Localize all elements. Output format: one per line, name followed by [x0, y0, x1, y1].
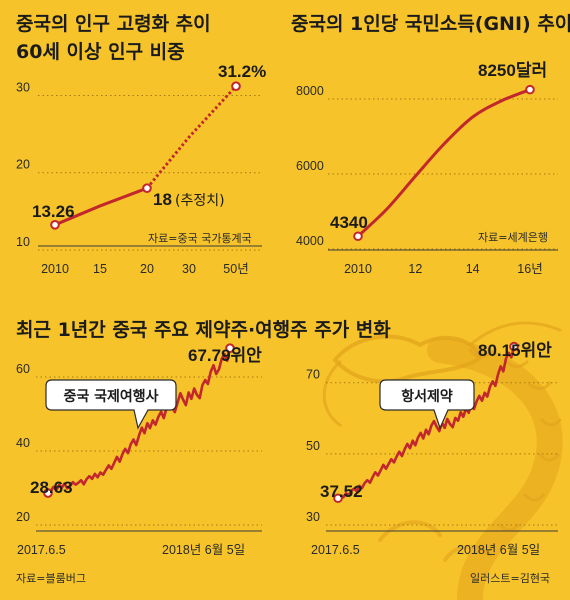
illustration-credit: 일러스트=김현국	[470, 571, 550, 585]
gni-y-tick-label: 6000	[296, 159, 324, 173]
travel-price-line	[47, 347, 232, 495]
aging-source: 자료=중국 국가통계국	[148, 232, 252, 245]
gni-start-label: 4340	[330, 213, 368, 232]
aging-start-label: 13.26	[32, 202, 75, 221]
aging-y-tick-label: 10	[16, 235, 30, 249]
pharma-start-label: 37.52	[320, 482, 363, 501]
gni-end-point	[525, 84, 535, 95]
travel-callout-bubble	[45, 379, 177, 430]
pharma-y-tick-label: 70	[306, 368, 320, 382]
pharma-end-point	[509, 341, 519, 352]
dragon-whisker-icon	[322, 321, 562, 427]
gni-start-point	[353, 231, 363, 242]
gni-end-label: 8250달러	[478, 60, 547, 80]
aging-x-tick-label: 30	[182, 262, 196, 276]
travel-start-point	[43, 488, 53, 498]
gni-series-line	[356, 88, 531, 238]
travel-chart-grid	[36, 376, 262, 526]
aging-end-point	[231, 81, 241, 91]
aging-chart-title: 중국의 인구 고령화 추이	[16, 13, 211, 35]
travel-end-point	[225, 343, 235, 353]
gni-y-tick-label: 8000	[296, 84, 324, 98]
gni-x-tick-label: 16년	[517, 262, 542, 276]
travel-x-start: 2017.6.5	[17, 543, 66, 557]
aging-start-point	[50, 220, 60, 230]
travel-x-end: 2018년 6월 5일	[162, 543, 245, 557]
gni-x-tick-label: 12	[408, 262, 422, 276]
aging-estimate-label: (추정치)	[175, 193, 225, 209]
travel-y-tick-label: 60	[16, 362, 30, 376]
pharma-end-label: 80.15위안	[478, 341, 552, 360]
stocks-section-title: 최근 1년간 중국 주요 제약주·여행주 주가 변화	[16, 319, 391, 341]
aging-x-tick-label: 15	[93, 262, 107, 276]
travel-start-label: 28.63	[30, 478, 73, 497]
travel-stock-chart: 20 40 60 중국 국제여행사 28.63 67.79위안 2017.6.5 2…	[16, 343, 262, 585]
gni-source: 자료=세계은행	[478, 231, 548, 244]
pharma-stock-chart: 30 50 70 항서제약 37.52 80.15위안 2017.6.5 2018년…	[306, 341, 558, 585]
travel-callout-label: 중국 국제여행사	[63, 388, 158, 405]
gni-chart-title: 중국의 1인당 국민소득(GNI) 추이	[291, 13, 570, 35]
aging-x-tick-label: 2010	[41, 262, 69, 276]
aging-y-tick-label: 30	[16, 80, 30, 94]
pharma-callout-bubble	[379, 379, 475, 430]
aging-mid-label: 18	[153, 190, 172, 209]
gni-y-tick-label: 4000	[296, 234, 324, 248]
travel-y-tick-label: 40	[16, 436, 30, 450]
pharma-price-line	[337, 346, 516, 500]
travel-end-label: 67.79위안	[188, 346, 262, 365]
gni-chart: 중국의 1인당 국민소득(GNI) 추이 4000 6000 8000 2010 12…	[291, 13, 570, 276]
aging-chart-subtitle: 60세 이상 인구 비중	[16, 41, 185, 63]
pharma-callout: 항서제약	[379, 379, 475, 430]
pharma-y-tick-label: 30	[306, 510, 320, 524]
aging-chart: 중국의 인구 고령화 추이 60세 이상 인구 비중 10 20 30 2010 15…	[16, 13, 266, 276]
pharma-start-point	[333, 493, 343, 504]
travel-y-tick-label: 20	[16, 510, 30, 524]
aging-chart-grid	[38, 94, 262, 251]
travel-callout: 중국 국제여행사	[45, 379, 177, 430]
dragon-claw-icon	[378, 520, 492, 562]
gni-x-tick-label: 2010	[344, 262, 372, 276]
aging-series-line	[54, 186, 148, 227]
gni-x-tick-label: 14	[466, 262, 480, 276]
aging-end-label: 31.2%	[218, 62, 266, 81]
aging-x-tick-label: 20	[140, 262, 154, 276]
pharma-callout-label: 항서제약	[401, 388, 453, 405]
aging-projection-line	[145, 85, 238, 190]
pharma-x-start: 2017.6.5	[311, 543, 360, 557]
dragon-illustration	[322, 321, 563, 600]
pharma-x-end: 2018년 6월 5일	[457, 543, 540, 557]
aging-mid-point	[142, 183, 152, 193]
stocks-source: 자료=블룸버그	[16, 572, 86, 585]
aging-y-tick-label: 20	[16, 158, 30, 172]
aging-x-tick-label: 50년	[223, 262, 248, 276]
pharma-y-tick-label: 50	[306, 439, 320, 453]
